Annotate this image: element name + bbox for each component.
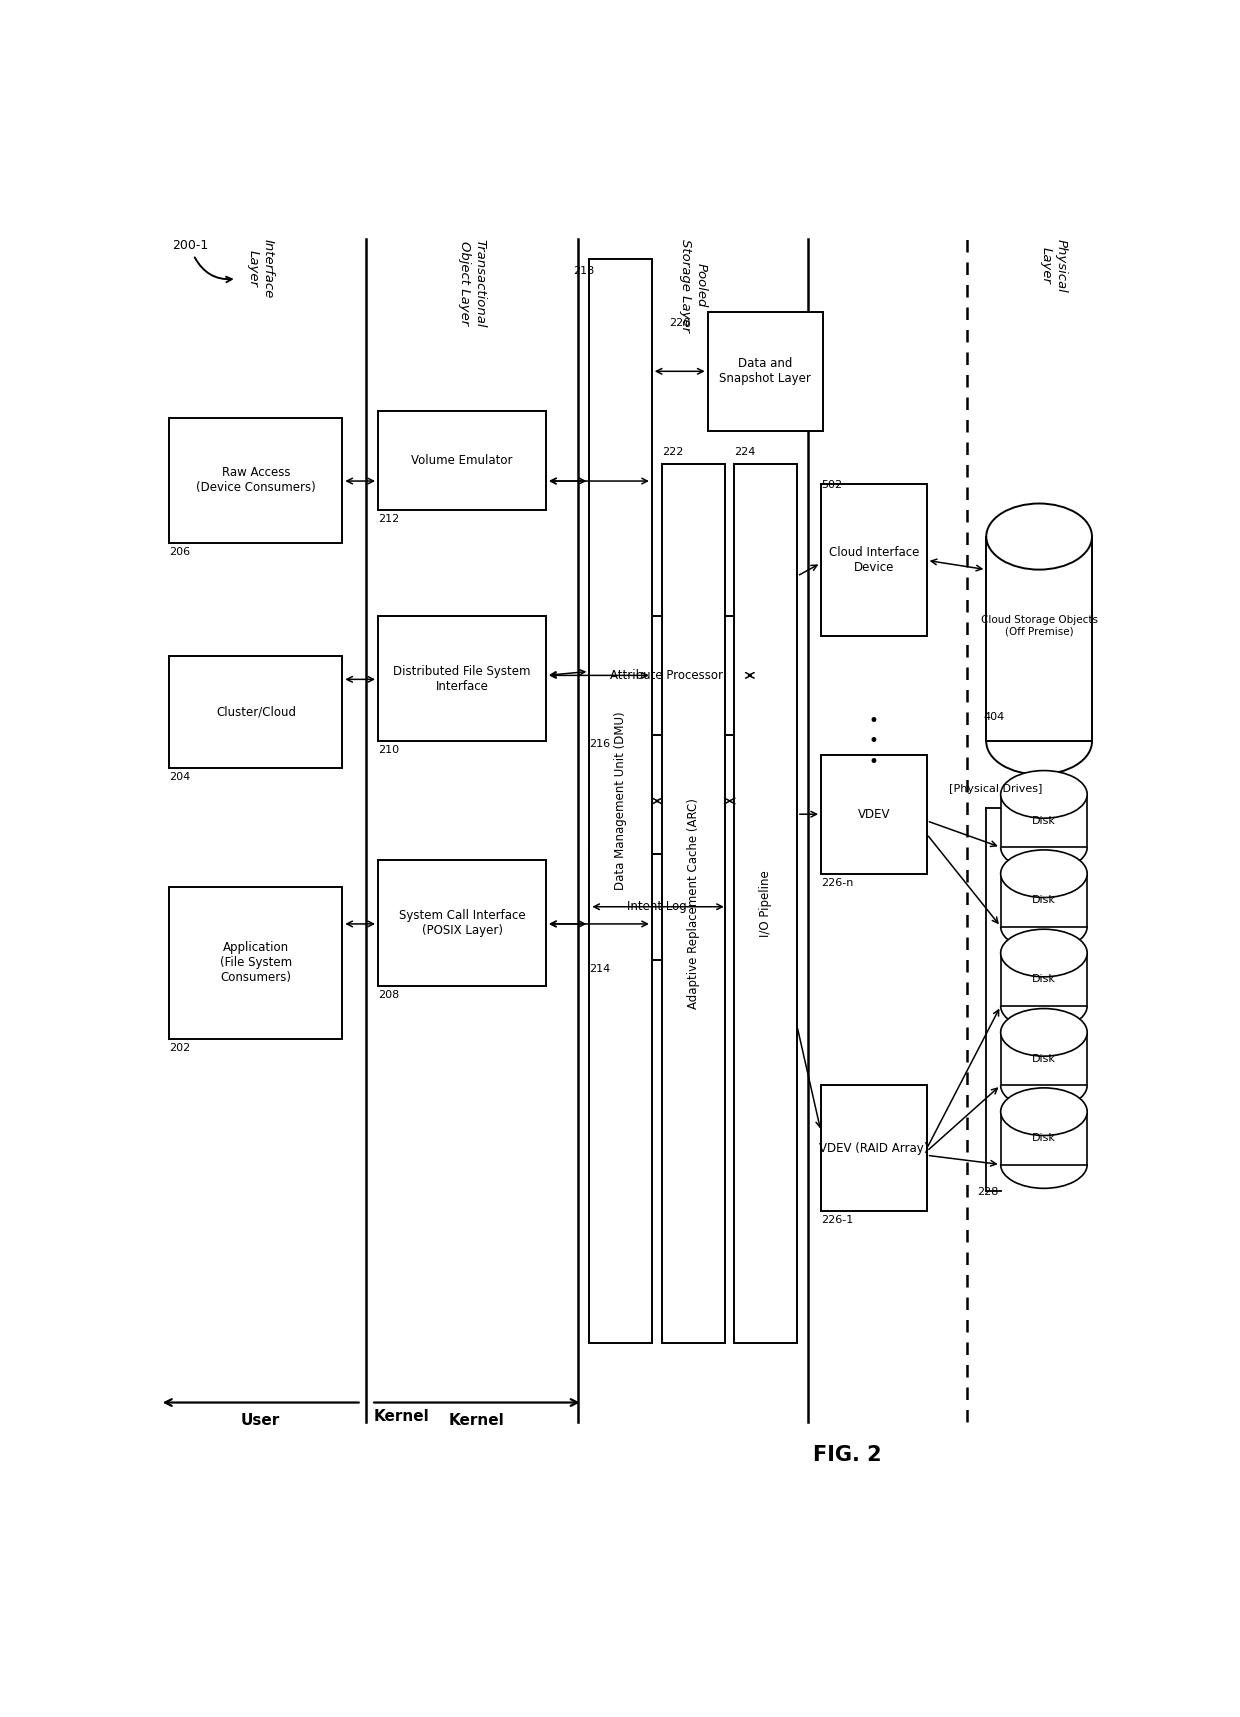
FancyBboxPatch shape	[170, 888, 342, 1039]
Text: 206: 206	[170, 548, 191, 556]
FancyBboxPatch shape	[589, 616, 743, 735]
Text: Attribute Processor: Attribute Processor	[610, 670, 723, 682]
Text: 208: 208	[378, 991, 399, 999]
Text: Application
(File System
Consumers): Application (File System Consumers)	[219, 941, 291, 984]
Ellipse shape	[986, 503, 1092, 570]
Text: Volume Emulator: Volume Emulator	[412, 453, 513, 467]
Text: Disk: Disk	[1032, 1054, 1056, 1065]
Text: Data Management Unit (DMU): Data Management Unit (DMU)	[614, 711, 627, 891]
Text: Disk: Disk	[1032, 895, 1056, 905]
FancyBboxPatch shape	[986, 537, 1092, 742]
FancyBboxPatch shape	[734, 464, 797, 1343]
Text: Distributed File System
Interface: Distributed File System Interface	[393, 664, 531, 692]
FancyBboxPatch shape	[821, 484, 926, 635]
FancyBboxPatch shape	[1001, 795, 1087, 846]
Text: Cloud Storage Objects
(Off Premise): Cloud Storage Objects (Off Premise)	[981, 615, 1097, 637]
Text: 214: 214	[589, 963, 610, 974]
Text: 212: 212	[378, 513, 399, 524]
Text: Kernel: Kernel	[449, 1413, 505, 1429]
FancyBboxPatch shape	[378, 616, 546, 742]
Text: FIG. 2: FIG. 2	[812, 1446, 882, 1465]
FancyBboxPatch shape	[708, 312, 823, 431]
FancyBboxPatch shape	[821, 755, 926, 874]
Text: •
•
•: • • •	[869, 711, 879, 771]
Text: 200-1: 200-1	[172, 239, 208, 252]
FancyBboxPatch shape	[1001, 953, 1087, 1006]
FancyBboxPatch shape	[170, 417, 342, 543]
Text: Adaptive Replacement Cache (ARC): Adaptive Replacement Cache (ARC)	[687, 798, 701, 1010]
Text: 222: 222	[662, 446, 683, 457]
Text: 210: 210	[378, 745, 399, 755]
FancyBboxPatch shape	[589, 853, 724, 960]
Text: Cluster/Cloud: Cluster/Cloud	[216, 706, 296, 718]
Ellipse shape	[1001, 771, 1087, 819]
FancyBboxPatch shape	[170, 656, 342, 767]
Text: 204: 204	[170, 773, 191, 781]
Ellipse shape	[1001, 1008, 1087, 1056]
Text: Kernel: Kernel	[374, 1410, 430, 1423]
Text: 404: 404	[983, 713, 1004, 723]
Ellipse shape	[1001, 1089, 1087, 1135]
FancyBboxPatch shape	[589, 259, 652, 1343]
FancyBboxPatch shape	[378, 410, 546, 510]
FancyBboxPatch shape	[1001, 1032, 1087, 1085]
Text: Physical
Layer: Physical Layer	[1039, 239, 1068, 294]
Text: I/O Pipeline: I/O Pipeline	[759, 871, 773, 937]
Text: Transactional
Object Layer: Transactional Object Layer	[458, 239, 486, 328]
Text: Data and
Snapshot Layer: Data and Snapshot Layer	[719, 357, 811, 385]
Text: Raw Access
(Device Consumers): Raw Access (Device Consumers)	[196, 467, 316, 494]
Text: VDEV: VDEV	[858, 807, 890, 821]
Text: Disk: Disk	[1032, 975, 1056, 984]
Text: 224: 224	[734, 446, 756, 457]
Text: 502: 502	[821, 479, 842, 489]
Text: 218: 218	[573, 266, 594, 275]
Text: 220: 220	[670, 318, 691, 328]
Text: User: User	[241, 1413, 280, 1429]
Text: System Call Interface
(POSIX Layer): System Call Interface (POSIX Layer)	[399, 910, 526, 937]
FancyBboxPatch shape	[1001, 874, 1087, 927]
Text: 202: 202	[170, 1042, 191, 1053]
Text: 216: 216	[589, 738, 610, 749]
FancyBboxPatch shape	[1001, 1111, 1087, 1164]
Text: 226-n: 226-n	[821, 877, 853, 888]
Text: [Physical Drives]: [Physical Drives]	[949, 785, 1043, 795]
Ellipse shape	[1001, 929, 1087, 977]
FancyBboxPatch shape	[662, 464, 725, 1343]
FancyBboxPatch shape	[378, 860, 546, 986]
Text: Cloud Interface
Device: Cloud Interface Device	[828, 546, 919, 573]
FancyBboxPatch shape	[821, 1085, 926, 1210]
Ellipse shape	[1001, 850, 1087, 898]
Text: Intent Log: Intent Log	[626, 900, 687, 913]
Text: Interface
Layer: Interface Layer	[247, 239, 275, 299]
Text: Disk: Disk	[1032, 816, 1056, 826]
Text: 228: 228	[977, 1186, 999, 1197]
Text: VDEV (RAID Array): VDEV (RAID Array)	[820, 1142, 929, 1154]
Text: Disk: Disk	[1032, 1133, 1056, 1144]
Text: 226-1: 226-1	[821, 1216, 853, 1224]
Text: Pooled
Storage Layer: Pooled Storage Layer	[680, 239, 707, 331]
